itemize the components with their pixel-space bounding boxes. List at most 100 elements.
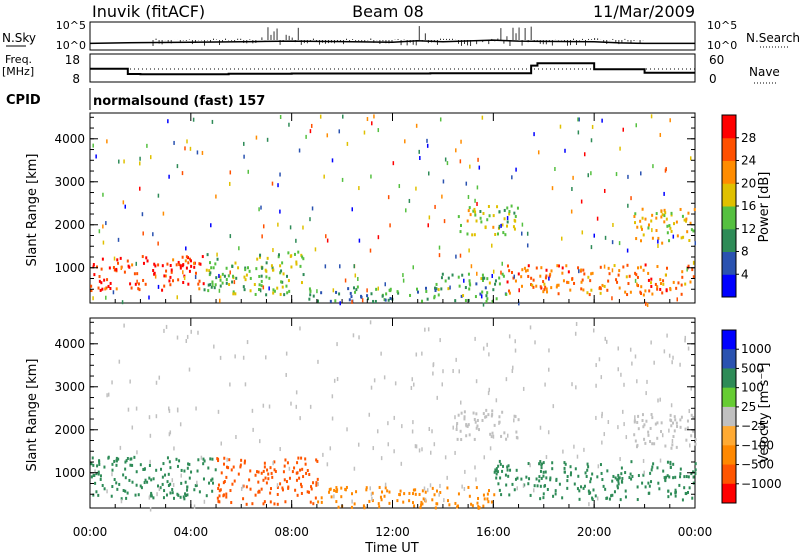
- range-cell: [441, 382, 443, 387]
- range-cell: [661, 241, 664, 245]
- range-cell: [691, 268, 694, 272]
- range-cell: [496, 232, 499, 236]
- range-cell: [333, 488, 336, 492]
- range-cell: [507, 464, 510, 468]
- range-cell: [651, 442, 654, 446]
- range-cell: [148, 295, 150, 300]
- range-cell: [148, 415, 151, 420]
- range-cell: [434, 289, 437, 293]
- range-cell: [495, 398, 498, 403]
- range-cell: [482, 212, 485, 216]
- range-cell: [433, 442, 436, 447]
- range-cell: [488, 387, 491, 392]
- range-cell: [694, 468, 697, 472]
- range-cell: [611, 479, 614, 483]
- range-cell: [137, 282, 140, 286]
- range-cell: [184, 480, 187, 484]
- range-cell: [111, 462, 114, 466]
- range-cell: [688, 239, 691, 243]
- range-cell: [475, 379, 478, 384]
- range-cell: [668, 353, 671, 358]
- range-cell: [188, 257, 191, 261]
- range-cell: [506, 264, 509, 268]
- range-cell: [249, 289, 252, 293]
- range-cell: [624, 290, 627, 294]
- range-cell: [614, 476, 617, 480]
- range-cell: [157, 263, 160, 267]
- range-cell: [537, 150, 540, 155]
- range-cell: [666, 231, 669, 235]
- range-cell: [566, 486, 569, 490]
- range-cell: [427, 171, 430, 176]
- range-cell: [650, 340, 652, 345]
- range-cell: [106, 393, 108, 398]
- range-cell: [629, 347, 632, 352]
- range-cell: [249, 487, 252, 491]
- range-cell: [120, 266, 122, 271]
- range-cell: [305, 134, 307, 139]
- range-cell: [150, 491, 153, 495]
- range-cell: [689, 221, 692, 225]
- range-cell: [539, 425, 542, 430]
- station-title: Inuvik (fitACF): [92, 2, 205, 21]
- range-cell: [387, 195, 390, 200]
- range-cell: [219, 355, 222, 360]
- range-cell: [649, 426, 652, 430]
- range-cell: [485, 299, 488, 303]
- range-cell: [513, 211, 516, 215]
- range-cell: [273, 502, 276, 506]
- range-cell: [233, 280, 236, 285]
- range-cell: [296, 461, 299, 465]
- range-cell: [533, 132, 535, 137]
- range-cell: [633, 433, 636, 437]
- range-cell: [481, 278, 484, 282]
- range-cell: [421, 447, 423, 452]
- range-cell: [659, 132, 662, 137]
- range-cell: [557, 292, 560, 296]
- range-cell: [135, 406, 138, 411]
- range-cell: [267, 477, 270, 481]
- range-cell: [242, 497, 245, 501]
- range-cell: [571, 186, 573, 191]
- range-cell: [198, 279, 201, 283]
- velocity-colorbar-swatch: [722, 368, 736, 389]
- range-cell: [402, 273, 404, 278]
- range-cell: [409, 293, 412, 297]
- range-cell: [167, 484, 170, 488]
- range-cell: [580, 287, 583, 291]
- range-cell: [464, 286, 467, 290]
- range-cell: [470, 502, 473, 506]
- range-cell: [493, 493, 496, 497]
- range-cell: [129, 379, 131, 384]
- range-cell: [616, 280, 619, 284]
- range-cell: [302, 257, 305, 261]
- range-cell: [97, 493, 100, 497]
- range-cell: [211, 477, 214, 481]
- range-cell: [551, 467, 554, 471]
- range-cell: [333, 378, 336, 383]
- range-cell: [225, 281, 228, 285]
- range-cell: [616, 478, 619, 482]
- range-cell: [241, 484, 244, 489]
- range-cell: [165, 324, 168, 329]
- range-cell: [464, 299, 467, 303]
- range-cell: [505, 224, 508, 228]
- range-cell: [644, 217, 647, 221]
- range-cell: [483, 497, 486, 501]
- x-tick-label: 04:00: [174, 525, 209, 539]
- range-cell: [457, 413, 460, 417]
- range-cell: [115, 287, 118, 291]
- range-cell: [329, 299, 332, 303]
- range-cell: [371, 491, 374, 495]
- range-cell: [414, 444, 417, 449]
- range-cell: [291, 470, 294, 474]
- range-cell: [306, 468, 309, 472]
- range-cell: [358, 335, 360, 340]
- range-cell: [105, 286, 108, 290]
- range-cell: [268, 276, 271, 280]
- range-cell: [481, 290, 484, 294]
- range-cell: [649, 281, 652, 285]
- range-cell: [477, 506, 480, 510]
- range-cell: [418, 448, 421, 453]
- range-cell: [566, 479, 569, 483]
